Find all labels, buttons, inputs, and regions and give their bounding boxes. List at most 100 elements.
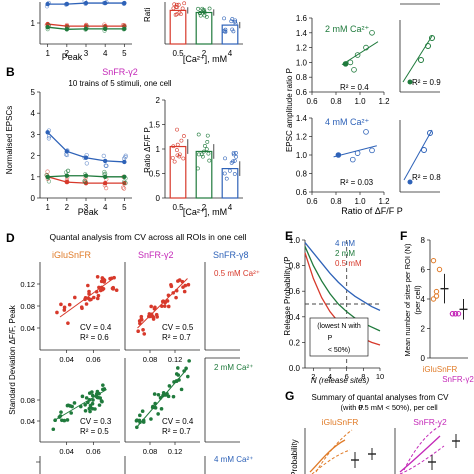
- panel-c-xlabel: Ratio of ΔF/F P: [341, 206, 403, 216]
- series-mean-point: [45, 25, 50, 30]
- panel-b-sensor-label: SnFR-γ2: [102, 67, 138, 77]
- bar-point: [196, 152, 201, 157]
- panel-c-scatter-2mm: 0.6 0.8 1.0 1.2 1.4 1.6 0.6 0.8 1.0 1.2: [296, 14, 390, 106]
- panel-letter-b: B: [6, 65, 15, 79]
- bar-point: [202, 149, 206, 154]
- panel-c-2mm-r2: R² = 0.4: [340, 83, 369, 92]
- panel-f-group2-label: SnFR-γ2: [442, 375, 474, 384]
- panel-a-bar-xlabel: [Ca²⁺], mM: [183, 54, 227, 64]
- bar-point: [205, 133, 210, 138]
- data-point: [59, 410, 63, 414]
- x-tick-label: 5: [122, 203, 127, 212]
- panel-b-ylabel: Normalised EPSCs: [5, 106, 14, 174]
- data-point: [176, 373, 181, 377]
- panel-b-subtitle: 10 trains of 5 stimuli, one cell: [68, 79, 171, 88]
- bar-point: [199, 152, 204, 157]
- data-point: [51, 427, 56, 432]
- x-tick-label: 3: [84, 203, 89, 212]
- x-tick-label: 0.06: [86, 447, 101, 456]
- y-tick-label: 1.0: [296, 58, 308, 67]
- bar-point: [175, 148, 179, 152]
- panel-g-col2-label: SnFR-γ2: [413, 417, 447, 427]
- data-point: [433, 288, 440, 295]
- bar-point: [172, 2, 177, 7]
- data-point: [73, 295, 77, 300]
- bar-point: [207, 158, 212, 163]
- fit-line: [53, 389, 107, 422]
- data-point: [46, 136, 51, 141]
- panel-d-col1-label: iGluSnFR: [52, 250, 92, 260]
- data-point: [455, 311, 462, 317]
- data-point: [176, 366, 180, 370]
- y-tick-label: 1: [31, 19, 36, 28]
- y-tick-label: 1.0: [289, 236, 301, 245]
- y-tick-label: 0.4: [289, 313, 301, 322]
- series-mean-point: [122, 26, 127, 32]
- y-tick-label: 0.6: [289, 287, 301, 296]
- panel-b-bar-xlabel: [Ca²⁺], mM: [183, 207, 227, 217]
- panel-g-plot-snfr: [394, 425, 460, 474]
- data-point: [65, 403, 70, 408]
- bar-point: [222, 16, 226, 21]
- bar-point: [231, 29, 236, 34]
- data-point: [140, 409, 145, 413]
- panel-d-title: Quantal analysis from CV across all ROIs…: [50, 232, 247, 242]
- data-point: [65, 418, 70, 422]
- bar-point: [170, 155, 175, 160]
- y-tick-label: 0: [31, 194, 36, 203]
- x-tick-label: 4: [328, 372, 332, 381]
- y-tick-label: 3: [31, 130, 36, 139]
- data-point: [363, 129, 369, 135]
- data-point: [351, 67, 357, 73]
- panel-g-title3: 0.5 mM < 50%), per cell: [358, 403, 438, 412]
- y-tick-label: 0: [421, 354, 426, 363]
- bar-point: [198, 13, 203, 18]
- bar-point: [207, 6, 212, 11]
- bar-point: [195, 166, 200, 171]
- series-mean-point: [64, 1, 70, 7]
- bar-point: [204, 147, 209, 152]
- data-point: [72, 401, 77, 405]
- data-point: [354, 150, 361, 156]
- bar-point: [232, 158, 237, 163]
- fit-line: [137, 368, 188, 427]
- x-tick-label: 6: [345, 372, 349, 381]
- bar-point: [205, 140, 210, 144]
- fit-line: [341, 41, 379, 66]
- x-tick-label: 2: [65, 49, 70, 58]
- data-point: [69, 411, 73, 415]
- panel-d-scatter-r2c2: 0.08 0.12: [124, 358, 200, 456]
- data-point: [60, 418, 64, 423]
- y-tick-label: 0.8: [296, 170, 308, 179]
- panel-c-scatter-right-bottom: [399, 120, 440, 193]
- panel-c-right-top-r2: R² = 0.9: [412, 78, 441, 87]
- category-label: 2: [202, 49, 207, 58]
- x-tick-label: 0.12: [168, 447, 183, 456]
- panel-e-box-line1: (lowest N with: [317, 323, 361, 330]
- series-mean-point: [83, 0, 89, 6]
- panel-d-r2c1-r2: R² = 0.5: [80, 427, 109, 436]
- x-tick-label: 2: [65, 203, 70, 212]
- panel-e-label-05mm: 0.5 mM: [335, 259, 362, 268]
- panel-e-box-line3: < 50%): [328, 347, 350, 354]
- bar: [169, 9, 187, 45]
- bar: [221, 24, 239, 45]
- x-tick-label: 10: [376, 372, 384, 381]
- bar-point: [233, 19, 237, 24]
- y-tick-label: 1.2: [296, 133, 308, 142]
- data-point: [97, 403, 102, 407]
- data-point: [83, 179, 88, 185]
- bar-point: [230, 27, 235, 32]
- bar-point: [231, 151, 236, 155]
- data-point: [90, 393, 95, 398]
- x-tick-label: 0.6: [306, 97, 318, 106]
- series-mean-point: [45, 1, 50, 7]
- x-tick-label: 8: [361, 372, 365, 381]
- fit-line: [137, 278, 188, 329]
- bar-point: [182, 134, 186, 138]
- panel-f-ylabel2: (per cell): [413, 285, 422, 315]
- data-point: [167, 384, 172, 388]
- bar-point: [180, 6, 185, 11]
- category-label: 0.5: [172, 49, 184, 58]
